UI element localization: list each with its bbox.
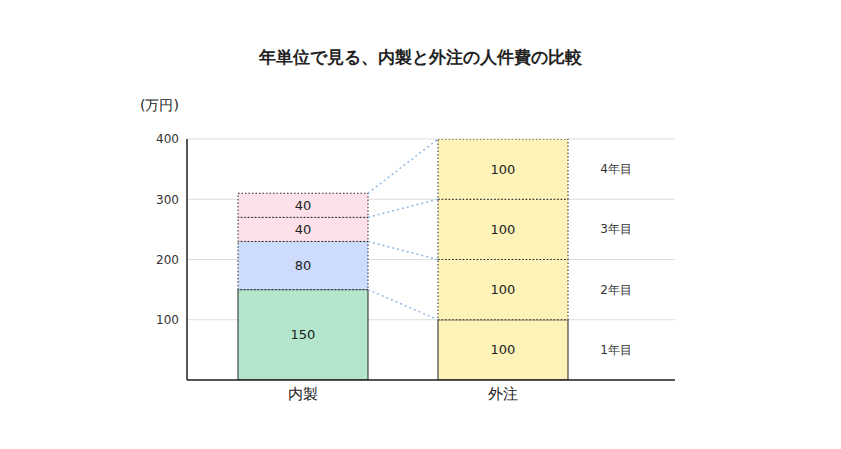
html-text:(万円): (万円) — [140, 97, 179, 113]
svg-text:3年目: 3年目 — [600, 222, 632, 236]
svg-text:内製: 内製 — [288, 385, 318, 403]
svg-text:300: 300 — [156, 193, 179, 207]
svg-text:150: 150 — [291, 327, 316, 342]
svg-text:100: 100 — [491, 282, 516, 297]
svg-text:100: 100 — [491, 342, 516, 357]
svg-text:40: 40 — [295, 222, 312, 237]
html-text:年単位で見る、内製と外注の人件費の比較: 年単位で見る、内製と外注の人件費の比較 — [259, 47, 582, 67]
svg-text:40: 40 — [295, 198, 312, 213]
svg-text:200: 200 — [156, 253, 179, 267]
svg-text:1年目: 1年目 — [600, 343, 632, 357]
svg-text:100: 100 — [491, 222, 516, 237]
svg-text:100: 100 — [491, 162, 516, 177]
svg-text:4年目: 4年目 — [600, 162, 632, 176]
svg-text:80: 80 — [295, 258, 312, 273]
svg-text:2年目: 2年目 — [600, 283, 632, 297]
svg-text:外注: 外注 — [488, 385, 518, 403]
svg-text:400: 400 — [156, 132, 179, 146]
svg-text:100: 100 — [156, 313, 179, 327]
